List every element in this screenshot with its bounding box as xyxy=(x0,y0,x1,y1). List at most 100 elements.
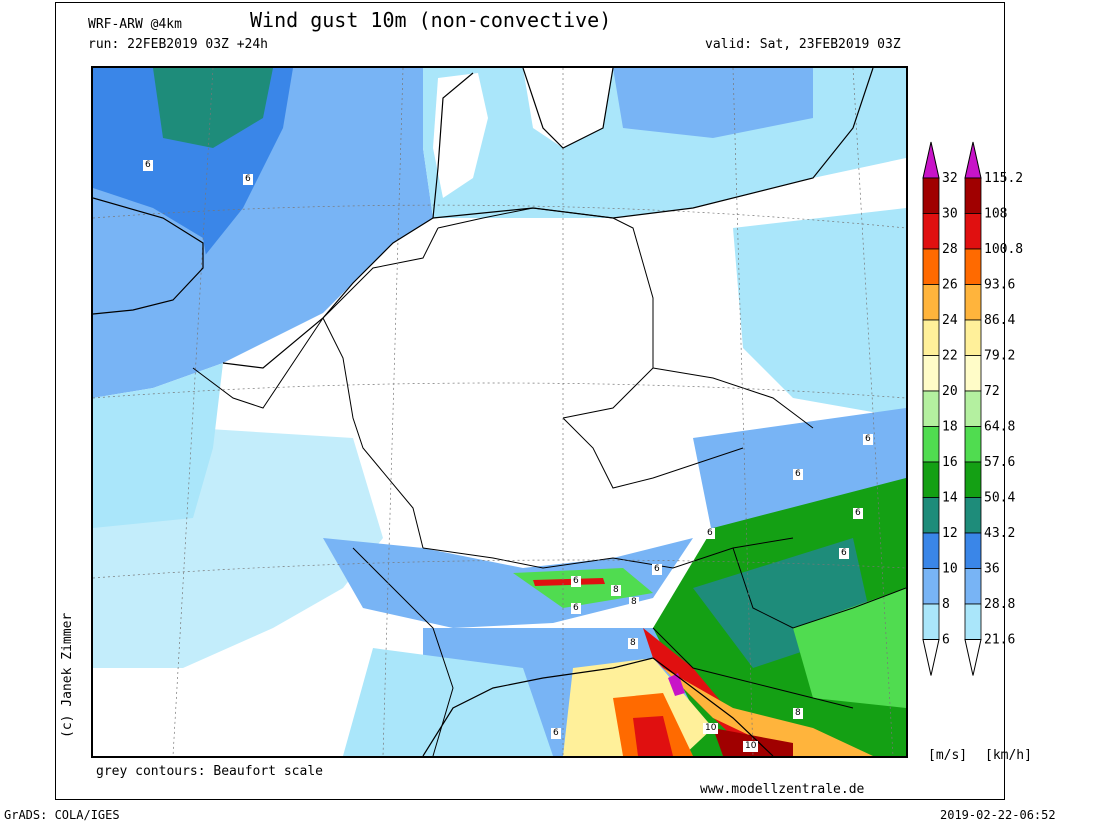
legend-kmh-label-8: 57.6 xyxy=(984,455,1015,470)
alps-band xyxy=(323,538,693,628)
contour-label: 8 xyxy=(629,597,639,608)
bora-purple xyxy=(668,673,685,696)
legend-kmh-swatch-7 xyxy=(964,426,982,463)
legend-kmh-swatch-2 xyxy=(964,248,982,285)
legend-kmh-bottom-arrow xyxy=(964,639,982,676)
contour-label: 6 xyxy=(863,434,873,445)
legend-ms-swatch-0 xyxy=(922,177,940,214)
legend-kmh-swatch-12 xyxy=(964,603,982,640)
legend-ms-label-11: 10 xyxy=(942,562,958,577)
legend-ms-swatch-8 xyxy=(922,461,940,498)
contour-label: 6 xyxy=(652,564,662,575)
graticule xyxy=(93,68,906,756)
legend-kmh-swatch-3 xyxy=(964,284,982,321)
legend-kmh-label-9: 50.4 xyxy=(984,491,1015,506)
valid-label: valid: Sat, 23FEB2019 03Z xyxy=(705,37,901,52)
run-label: run: 22FEB2019 03Z +24h xyxy=(88,37,269,52)
contour-label: 6 xyxy=(143,160,153,171)
legend-kmh-swatch-11 xyxy=(964,568,982,605)
legend-kmh-swatch-6 xyxy=(964,390,982,427)
contour-label: 6 xyxy=(571,576,581,587)
legend: 32 30 28 26 24 22 20 18 16 14 12 10 8 6 115.2 108 100.8 9… xyxy=(918,140,1038,680)
contour-label: 6 xyxy=(571,603,581,614)
legend-ms-label-6: 20 xyxy=(942,384,958,399)
contour-label: 6 xyxy=(793,469,803,480)
legend-ms-label-10: 12 xyxy=(942,526,958,541)
bora-band-red xyxy=(643,628,793,756)
legend-ms-swatch-4 xyxy=(922,319,940,356)
coastlines xyxy=(93,68,874,756)
legend-kmh-swatch-4 xyxy=(964,319,982,356)
model-label: WRF-ARW @4km xyxy=(88,17,182,32)
alps-red xyxy=(533,578,605,586)
legend-kmh-label-12: 28.8 xyxy=(984,597,1015,612)
map-title: Wind gust 10m (non-convective) xyxy=(250,8,612,32)
legend-ms-label-13: 6 xyxy=(942,633,950,648)
legend-ms-swatch-6 xyxy=(922,390,940,427)
legend-ms-swatch-10 xyxy=(922,532,940,569)
borders xyxy=(192,207,906,756)
italy-light xyxy=(343,648,553,756)
contour-label: 8 xyxy=(793,708,803,719)
baltic-inner xyxy=(613,68,813,138)
legend-kmh-swatch-9 xyxy=(964,497,982,534)
legend-ms-label-8: 16 xyxy=(942,455,958,470)
france-light xyxy=(93,428,383,668)
legend-kmh-label-1: 108 xyxy=(984,207,1007,222)
legend-ms-swatch-3 xyxy=(922,284,940,321)
bora-band-yellow xyxy=(663,668,873,756)
uk-land xyxy=(93,188,208,313)
plot-frame xyxy=(55,2,1005,800)
denmark xyxy=(433,73,488,198)
legend-kmh-label-10: 43.2 xyxy=(984,526,1015,541)
legend-ms-label-4: 24 xyxy=(942,313,958,328)
contour-label: 6 xyxy=(839,548,849,559)
grads-credit: GrADS: COLA/IGES xyxy=(4,808,120,822)
legend-kmh-label-2: 100.8 xyxy=(984,242,1023,257)
contour-label: 10 xyxy=(703,723,719,734)
legend-kmh-swatch-1 xyxy=(964,213,982,250)
legend-ms-label-0: 32 xyxy=(942,171,958,186)
legend-ms-label-5: 22 xyxy=(942,349,958,364)
legend-kmh-label-13: 21.6 xyxy=(984,633,1015,648)
legend-ms-label-2: 28 xyxy=(942,242,958,257)
contour-label: 6 xyxy=(853,508,863,519)
contour-label: 6 xyxy=(705,528,715,539)
legend-ms-bottom-arrow xyxy=(922,639,940,676)
contour-note: grey contours: Beaufort scale xyxy=(96,764,323,779)
legend-bars: 32302826242220181614121086115.2108100.89… xyxy=(922,141,1023,676)
legend-ms-swatch-9 xyxy=(922,497,940,534)
wind-gust-map: 6 6 6 6 6 6 6 6 6 6 8 8 8 8 10 10 6 xyxy=(91,66,908,758)
legend-kmh-label-0: 115.2 xyxy=(984,171,1023,186)
legend-ms-swatch-11 xyxy=(922,568,940,605)
north-sea-core xyxy=(153,68,273,148)
legend-kmh-label-11: 36 xyxy=(984,562,1000,577)
legend-kmh-label-3: 93.6 xyxy=(984,278,1015,293)
legend-ms-label-1: 30 xyxy=(942,207,958,222)
map-canvas xyxy=(93,68,906,756)
contour-label: 6 xyxy=(551,728,561,739)
legend-kmh-label-5: 79.2 xyxy=(984,349,1015,364)
contour-label: 8 xyxy=(628,638,638,649)
legend-ms-label-3: 26 xyxy=(942,278,958,293)
poland-light xyxy=(733,208,906,418)
balkan-green-light xyxy=(793,588,906,708)
unit-ms: [m/s] xyxy=(928,748,968,763)
website: www.modellzentrale.de xyxy=(700,782,865,797)
legend-ms-swatch-1 xyxy=(922,213,940,250)
legend-ms-label-7: 18 xyxy=(942,420,958,435)
legend-ms-swatch-7 xyxy=(922,426,940,463)
legend-ms-top-arrow xyxy=(922,141,940,179)
legend-ms-swatch-5 xyxy=(922,355,940,392)
legend-kmh-swatch-10 xyxy=(964,532,982,569)
contour-label: 8 xyxy=(611,585,621,596)
timestamp: 2019-02-22-06:52 xyxy=(940,808,1056,822)
contour-label: 6 xyxy=(243,174,253,185)
legend-kmh-swatch-0 xyxy=(964,177,982,214)
legend-kmh-swatch-5 xyxy=(964,355,982,392)
adriatic-red xyxy=(633,716,673,756)
alps-green xyxy=(513,568,653,608)
legend-ms-swatch-12 xyxy=(922,603,940,640)
legend-ms-label-12: 8 xyxy=(942,597,950,612)
legend-kmh-label-4: 86.4 xyxy=(984,313,1015,328)
